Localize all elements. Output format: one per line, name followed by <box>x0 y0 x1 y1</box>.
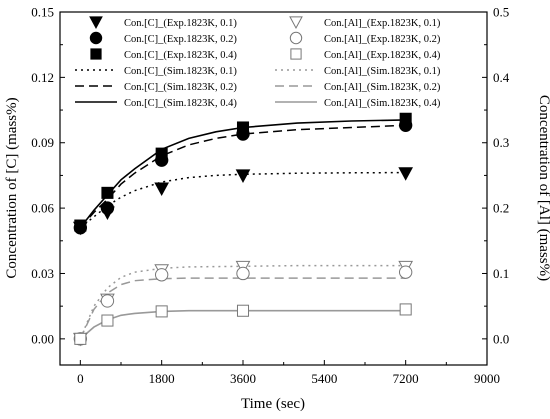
legend-item-con-al-sim-1823k-0-4: Con.[Al]_(Sim.1823K, 0.4) <box>275 98 441 109</box>
data-point-con-al-exp-1823k-0-4 <box>101 314 114 327</box>
data-point-con-al-exp-1823k-0-2 <box>100 294 115 308</box>
right-y-tick-label: 0.0 <box>493 331 509 346</box>
legend-item-con-al-exp-1823k-0-1: Con.[Al]_(Exp.1823K, 0.1) <box>289 16 441 30</box>
legend-label: Con.[Al]_(Exp.1823K, 0.4) <box>324 50 441 61</box>
data-point-con-c-exp-1823k-0-4 <box>155 147 168 160</box>
legend-label: Con.[C]_(Sim.1823K, 0.4) <box>124 98 237 109</box>
x-tick-label: 9000 <box>474 371 500 386</box>
legend-label: Con.[C]_(Exp.1823K, 0.4) <box>124 50 237 61</box>
x-tick-label: 7200 <box>393 371 419 386</box>
data-point-con-al-exp-1823k-0-2 <box>236 266 250 281</box>
left-y-axis-title: Concentration of [C] (mass%) <box>4 97 20 278</box>
x-tick-label: 3600 <box>230 371 256 386</box>
legend-item-con-al-sim-1823k-0-1: Con.[Al]_(Sim.1823K, 0.1) <box>275 66 441 77</box>
legend-item-con-c-exp-1823k-0-1: Con.[C]_(Exp.1823K, 0.1) <box>89 16 237 30</box>
right-y-axis-ticks: 0.0 0.1 0.2 0.3 0.4 0.5 <box>482 5 510 346</box>
right-y-tick-label: 0.5 <box>493 5 509 20</box>
legend-label: Con.[Al]_(Exp.1823K, 0.2) <box>324 34 441 45</box>
data-point-con-c-exp-1823k-0-4 <box>236 121 250 134</box>
x-axis-title: Time (sec) <box>241 396 305 412</box>
right-y-tick-label: 0.2 <box>493 201 509 216</box>
legend-symbol <box>89 31 103 45</box>
plot-frame <box>59 11 488 366</box>
data-point-con-c-exp-1823k-0-2 <box>100 201 115 215</box>
legend-label: Con.[Al]_(Sim.1823K, 0.4) <box>324 98 441 109</box>
legend-symbol <box>290 48 302 60</box>
legend-item-con-c-sim-1823k-0-1: Con.[C]_(Sim.1823K, 0.1) <box>75 66 237 77</box>
legend-item-con-c-sim-1823k-0-2: Con.[C]_(Sim.1823K, 0.2) <box>75 82 237 93</box>
legend-label: Con.[Al]_(Exp.1823K, 0.1) <box>324 18 441 29</box>
legend-symbol <box>89 16 103 30</box>
data-point-con-c-exp-1823k-0-1 <box>398 167 414 181</box>
legend-item-con-al-exp-1823k-0-4: Con.[Al]_(Exp.1823K, 0.4) <box>290 48 441 61</box>
legend-item-con-c-exp-1823k-0-2: Con.[C]_(Exp.1823K, 0.2) <box>89 31 237 45</box>
left-y-tick-label: 0.09 <box>31 135 54 150</box>
x-axis-ticks: 0 1800 3600 5400 7200 9000 <box>77 360 500 386</box>
legend-item-con-al-sim-1823k-0-2: Con.[Al]_(Sim.1823K, 0.2) <box>275 82 441 93</box>
data-point-con-al-exp-1823k-0-4 <box>155 305 168 318</box>
right-y-axis-title: Concentration of [Al] (mass%) <box>536 95 550 281</box>
left-y-tick-label: 0.03 <box>31 266 54 281</box>
x-tick-label: 5400 <box>311 371 337 386</box>
x-tick-label: 0 <box>77 371 84 386</box>
legend-label: Con.[C]_(Exp.1823K, 0.1) <box>124 18 237 29</box>
data-point-con-c-exp-1823k-0-4 <box>74 219 87 232</box>
legend-symbol <box>289 16 303 30</box>
legend-item-con-al-exp-1823k-0-2: Con.[Al]_(Exp.1823K, 0.2) <box>289 31 441 45</box>
legend-label: Con.[C]_(Sim.1823K, 0.2) <box>124 82 237 93</box>
right-y-tick-label: 0.4 <box>493 70 510 85</box>
left-y-tick-label: 0.12 <box>31 70 54 85</box>
data-point-con-al-exp-1823k-0-2 <box>398 265 413 279</box>
data-point-con-al-exp-1823k-0-4 <box>74 332 87 345</box>
data-point-con-al-exp-1823k-0-4 <box>236 304 250 317</box>
data-point-con-c-exp-1823k-0-1 <box>154 182 170 197</box>
data-point-con-c-exp-1823k-0-1 <box>235 169 251 183</box>
legend-item-con-c-exp-1823k-0-4: Con.[C]_(Exp.1823K, 0.4) <box>90 48 237 61</box>
left-y-tick-label: 0.06 <box>31 201 54 216</box>
right-y-tick-label: 0.1 <box>493 266 509 281</box>
data-point-con-al-exp-1823k-0-4 <box>399 303 412 316</box>
legend-label: Con.[C]_(Sim.1823K, 0.1) <box>124 66 237 77</box>
data-point-con-c-exp-1823k-0-4 <box>399 112 412 125</box>
series-line-con-c-sim-1823k-0-2 <box>79 124 406 229</box>
series-markers <box>72 112 414 347</box>
left-y-tick-label: 0.15 <box>31 5 54 20</box>
left-y-tick-label: 0.00 <box>31 331 54 346</box>
right-y-tick-label: 0.3 <box>493 135 509 150</box>
legend-label: Con.[C]_(Exp.1823K, 0.2) <box>124 34 237 45</box>
legend-item-con-c-sim-1823k-0-4: Con.[C]_(Sim.1823K, 0.4) <box>75 98 237 109</box>
legend-symbol <box>289 31 303 45</box>
legend: Con.[C]_(Exp.1823K, 0.1) Con.[C]_(Exp.182… <box>75 16 441 109</box>
legend-label: Con.[Al]_(Sim.1823K, 0.1) <box>324 66 441 77</box>
x-tick-label: 1800 <box>149 371 175 386</box>
legend-label: Con.[Al]_(Sim.1823K, 0.2) <box>324 82 441 93</box>
data-point-con-c-exp-1823k-0-4 <box>101 186 114 199</box>
left-y-axis-ticks: 0.00 0.03 0.06 0.09 0.12 0.15 <box>31 5 65 346</box>
legend-symbol <box>90 48 102 60</box>
series-line-con-al-sim-1823k-0-1 <box>79 264 406 340</box>
data-point-con-al-exp-1823k-0-2 <box>154 268 169 282</box>
